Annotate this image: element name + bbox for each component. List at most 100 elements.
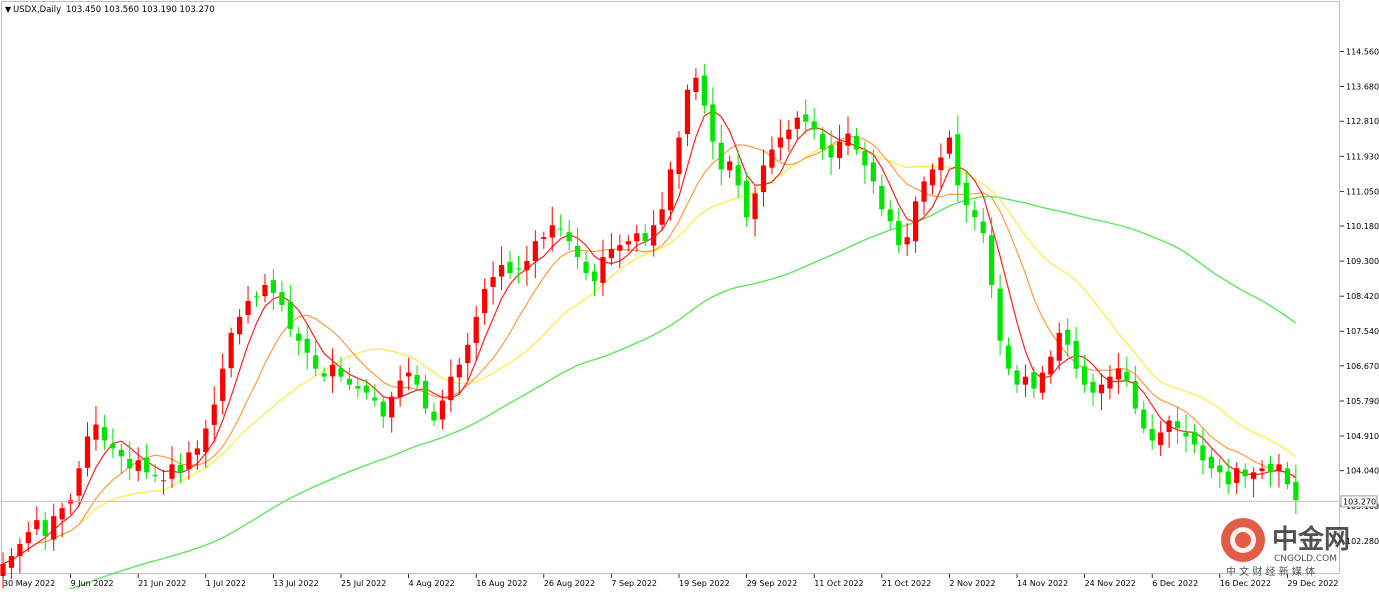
x-tick-label: 1 Jul 2022 xyxy=(206,579,246,588)
candle-body xyxy=(887,209,893,222)
candle xyxy=(110,428,116,459)
candle xyxy=(482,278,488,325)
candle-body xyxy=(1225,471,1231,485)
candle xyxy=(490,261,496,305)
candle-body xyxy=(913,201,919,242)
candle-body xyxy=(744,180,750,218)
candle-body xyxy=(803,114,809,122)
candle-body xyxy=(718,142,724,170)
candle-body xyxy=(1039,372,1045,393)
candle xyxy=(1022,364,1029,397)
candle-body xyxy=(1014,370,1020,385)
candle xyxy=(262,274,268,303)
candle xyxy=(1149,414,1155,450)
candle-body xyxy=(465,344,471,364)
candle-body xyxy=(456,364,462,378)
candle xyxy=(118,444,124,475)
candle-body xyxy=(693,77,699,92)
candle xyxy=(963,170,969,223)
candle-body xyxy=(760,165,767,193)
candle xyxy=(913,196,919,253)
candle xyxy=(144,443,150,479)
x-tick-label: 19 Sep 2022 xyxy=(679,579,730,588)
candle xyxy=(228,327,234,378)
candle-body xyxy=(76,468,82,496)
candle xyxy=(372,384,378,407)
candle-body xyxy=(422,380,429,409)
x-tick-label: 29 Sep 2022 xyxy=(747,579,798,588)
candle xyxy=(1014,364,1020,394)
candle-body xyxy=(203,428,209,453)
x-tick-label: 14 Nov 2022 xyxy=(1017,579,1068,588)
candle xyxy=(8,547,15,579)
candle-body xyxy=(946,137,952,154)
candle-body xyxy=(448,376,454,401)
candle xyxy=(1073,326,1079,379)
candle-body xyxy=(313,355,319,369)
candle xyxy=(220,353,226,415)
candle-body xyxy=(532,241,538,262)
candle xyxy=(946,130,952,159)
candle-body xyxy=(194,448,200,455)
candle-body xyxy=(355,386,361,389)
candle-body xyxy=(498,265,505,277)
candle xyxy=(955,115,961,202)
candle-body xyxy=(177,464,184,473)
candle-body xyxy=(507,261,513,274)
candle xyxy=(735,150,741,199)
candle xyxy=(532,230,538,279)
candle xyxy=(279,280,285,312)
candle xyxy=(1082,355,1088,393)
candle-body xyxy=(836,141,843,158)
candle xyxy=(769,136,775,175)
candle-body xyxy=(642,233,648,242)
candle-body xyxy=(1158,432,1164,446)
x-tick-label: 21 Jun 2022 xyxy=(138,579,186,588)
candle-body xyxy=(135,460,141,471)
candle xyxy=(203,419,209,468)
candle xyxy=(127,441,133,480)
candle-body xyxy=(1005,345,1012,369)
x-tick-label: 16 Aug 2022 xyxy=(476,579,527,588)
candle-body xyxy=(684,89,691,135)
x-tick-label: 26 Aug 2022 xyxy=(544,579,595,588)
candle-body xyxy=(667,169,674,211)
candle xyxy=(42,512,48,551)
candle-body xyxy=(651,225,657,246)
candle-body xyxy=(287,302,293,329)
y-tick-label: 106.670 xyxy=(1346,362,1379,371)
candle xyxy=(541,231,547,249)
candle-body xyxy=(752,193,758,220)
candle-body xyxy=(346,378,353,385)
candle xyxy=(270,268,276,310)
candle xyxy=(1293,464,1299,515)
candle xyxy=(803,99,809,134)
symbol-label: USDX,Daily xyxy=(13,5,61,15)
candle xyxy=(34,506,40,536)
header-arrow-icon[interactable]: ▼ xyxy=(5,5,12,14)
candle-body xyxy=(938,157,944,171)
candle-body xyxy=(1174,421,1181,429)
candle xyxy=(1141,400,1147,434)
candle xyxy=(431,402,437,426)
candle-body xyxy=(853,136,860,150)
candle-body xyxy=(380,401,386,417)
candle-body xyxy=(904,237,910,245)
candle xyxy=(684,84,691,147)
candle xyxy=(989,217,995,299)
candle-body xyxy=(237,316,243,335)
candle-body xyxy=(1208,456,1214,469)
candle xyxy=(752,186,758,237)
candle xyxy=(659,191,665,231)
candle-body xyxy=(777,137,783,148)
candle xyxy=(676,131,682,190)
candle-body xyxy=(972,210,978,218)
candle-body xyxy=(270,280,276,293)
candle xyxy=(836,124,843,169)
candle-body xyxy=(828,145,834,158)
y-tick-label: 110.180 xyxy=(1346,222,1379,231)
y-tick-label: 108.420 xyxy=(1346,292,1379,301)
candle-body xyxy=(1183,432,1189,437)
